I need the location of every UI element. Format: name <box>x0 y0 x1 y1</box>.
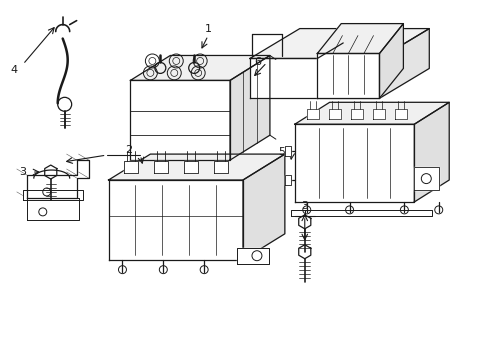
Polygon shape <box>351 109 363 119</box>
Polygon shape <box>250 58 379 98</box>
Polygon shape <box>27 198 78 220</box>
Polygon shape <box>379 24 403 98</box>
Polygon shape <box>291 210 432 216</box>
Polygon shape <box>23 190 83 200</box>
Polygon shape <box>27 160 89 198</box>
Polygon shape <box>307 109 319 119</box>
Text: 5: 5 <box>278 147 285 157</box>
Polygon shape <box>379 28 429 98</box>
Polygon shape <box>184 161 197 173</box>
Polygon shape <box>415 167 439 190</box>
Polygon shape <box>395 109 407 119</box>
Polygon shape <box>154 161 168 173</box>
Text: 3: 3 <box>20 167 26 177</box>
Polygon shape <box>250 28 429 58</box>
Polygon shape <box>230 55 270 160</box>
Polygon shape <box>415 102 449 202</box>
Polygon shape <box>373 109 385 119</box>
Polygon shape <box>285 175 291 185</box>
Polygon shape <box>285 147 291 156</box>
Circle shape <box>61 101 68 108</box>
Text: 3: 3 <box>301 201 308 211</box>
Polygon shape <box>318 24 403 54</box>
Text: 1: 1 <box>205 24 212 33</box>
Polygon shape <box>130 80 230 160</box>
Polygon shape <box>108 180 243 260</box>
Polygon shape <box>295 102 449 124</box>
Text: 4: 4 <box>10 66 18 76</box>
Polygon shape <box>318 54 379 98</box>
Polygon shape <box>214 161 227 173</box>
Polygon shape <box>237 248 269 264</box>
Polygon shape <box>243 154 285 260</box>
Polygon shape <box>295 124 415 202</box>
Text: 6: 6 <box>254 58 262 67</box>
Polygon shape <box>124 161 138 173</box>
Text: 2: 2 <box>125 145 132 155</box>
Polygon shape <box>130 55 270 80</box>
Polygon shape <box>329 109 341 119</box>
Polygon shape <box>108 154 285 180</box>
